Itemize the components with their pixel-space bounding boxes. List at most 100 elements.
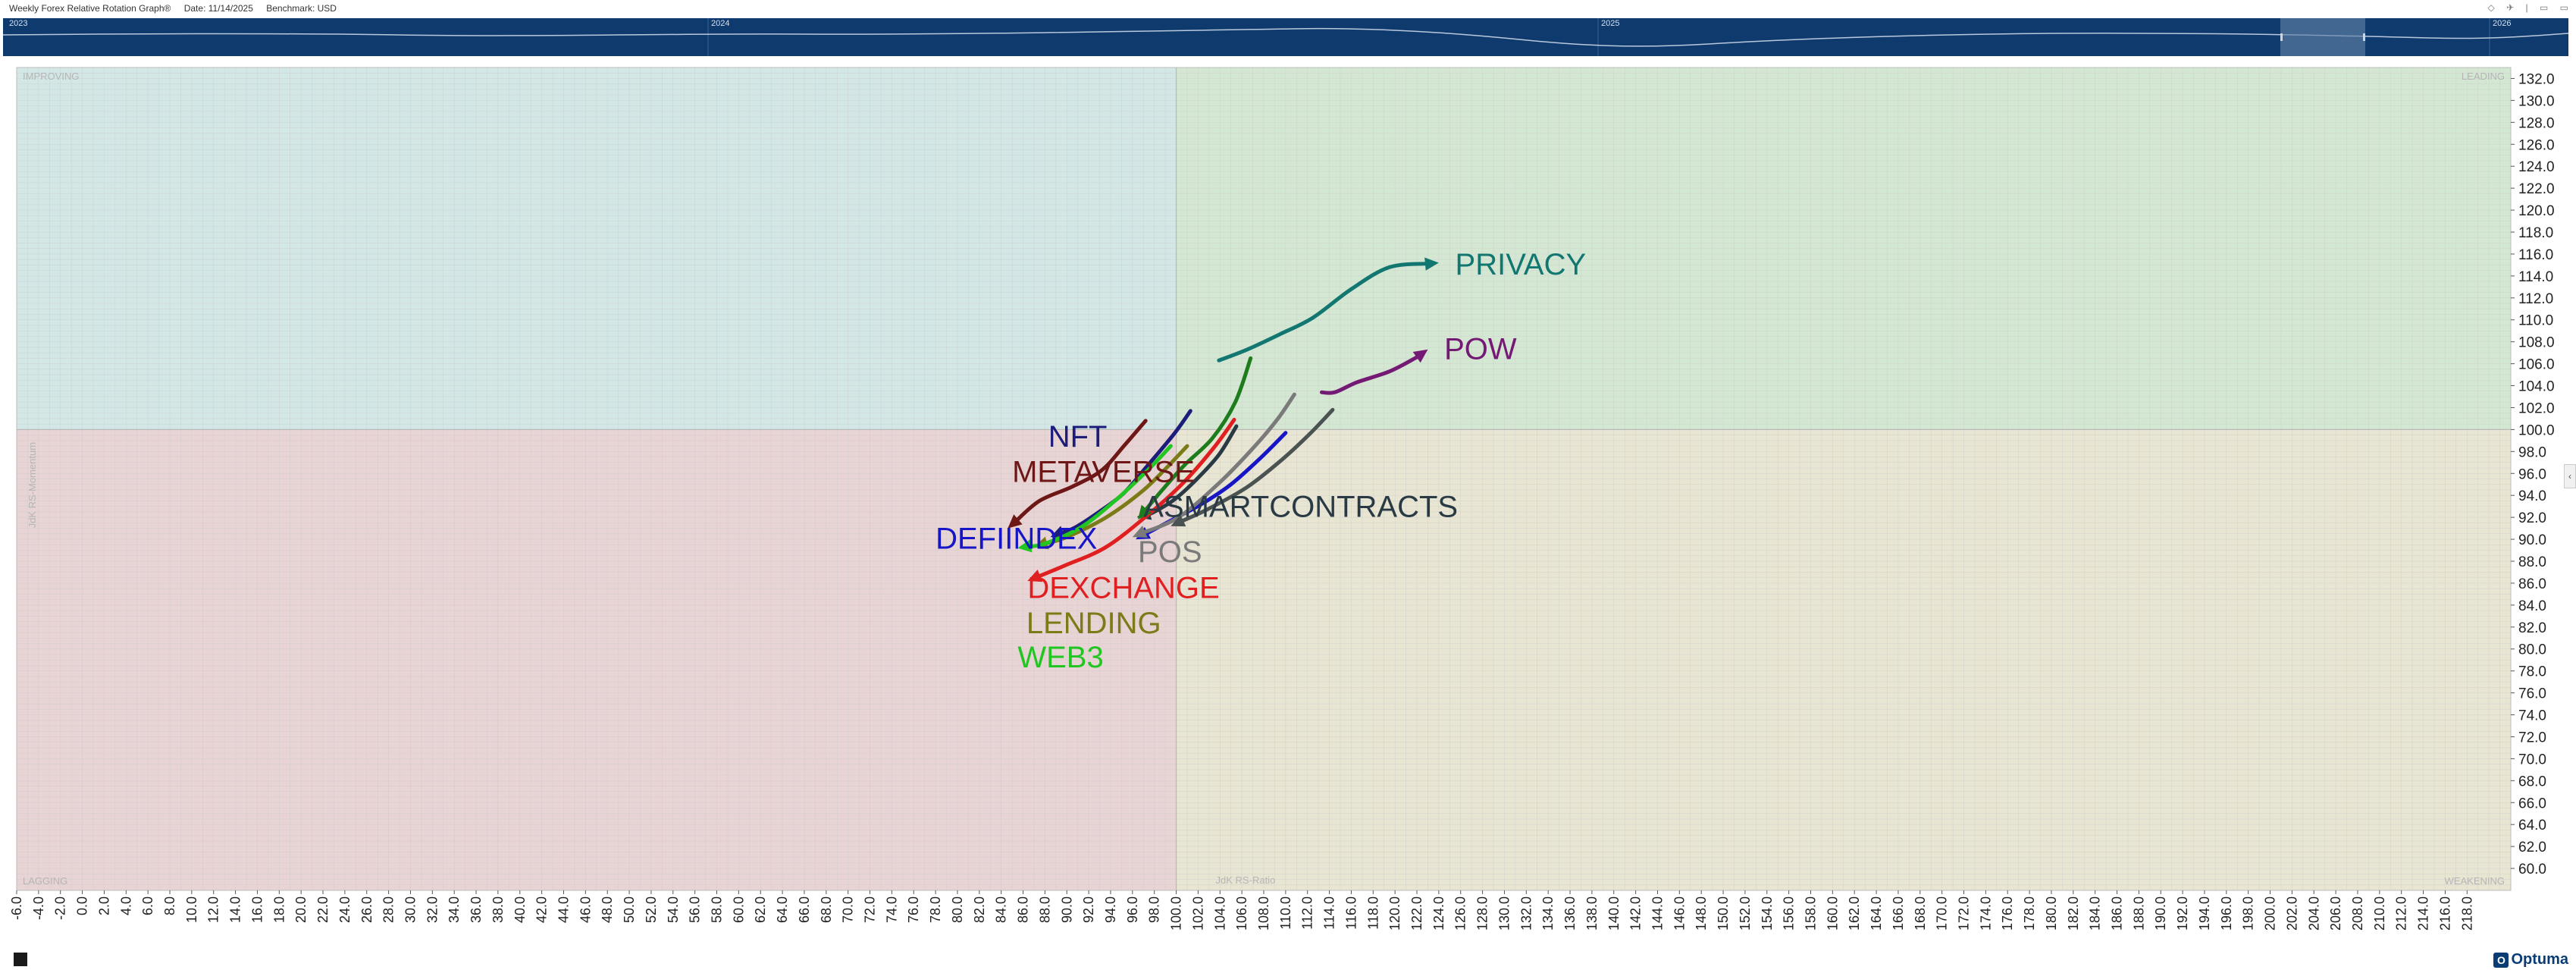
x-tick-label: 188.0 — [2131, 896, 2146, 931]
x-tick-label: 24.0 — [337, 896, 353, 923]
series-label-nft[interactable]: NFT — [1048, 420, 1108, 454]
y-tick-label: 112.0 — [2518, 291, 2553, 307]
y-tick-label: 100.0 — [2518, 422, 2555, 438]
series-tail-unlabeled-10[interactable] — [1142, 356, 1253, 515]
series-label-dexchange[interactable]: DEXCHANGE — [1027, 572, 1219, 605]
x-tick-label: 160.0 — [1825, 896, 1840, 931]
optuma-logo-icon: O — [2493, 952, 2509, 968]
x-tick-label: -4.0 — [31, 896, 46, 920]
series-label-lending[interactable]: LENDING — [1026, 607, 1161, 640]
series-label-pos[interactable]: POS — [1138, 535, 1202, 569]
y-tick-label: 80.0 — [2518, 642, 2546, 658]
y-tick-label: 110.0 — [2518, 313, 2553, 329]
x-tick-label: 102.0 — [1190, 896, 1205, 931]
x-tick-label: 166.0 — [1891, 896, 1906, 931]
series-tail-unlabeled-11[interactable] — [1177, 407, 1335, 525]
x-tick-label: 96.0 — [1125, 896, 1140, 923]
y-tick-label: 122.0 — [2518, 181, 2555, 197]
y-tick-label: 92.0 — [2518, 510, 2546, 526]
x-tick-label: 100.0 — [1169, 896, 1184, 931]
x-tick-label: 18.0 — [271, 896, 287, 923]
series-arrowhead-pos[interactable] — [1132, 526, 1148, 538]
y-tick-label: 62.0 — [2518, 840, 2546, 855]
series-tail-privacy[interactable] — [1217, 262, 1432, 363]
title-bar: Weekly Forex Relative Rotation Graph® Da… — [0, 0, 2576, 17]
y-tick-label: 106.0 — [2518, 357, 2555, 373]
x-tick-label: 126.0 — [1453, 896, 1468, 931]
expand-icon[interactable]: ▭ — [2559, 2, 2568, 13]
series-arrowhead-unlabeled-11[interactable] — [1170, 514, 1186, 527]
series-tail-pos[interactable] — [1139, 392, 1296, 535]
y-tick-label: 86.0 — [2518, 576, 2546, 592]
y-tick-label: 76.0 — [2518, 686, 2546, 702]
x-tick-label: 50.0 — [622, 896, 637, 923]
y-tick-label: 74.0 — [2518, 708, 2546, 724]
timeline-price-line — [3, 27, 2568, 47]
quadrant-label-leading: LEADING — [2462, 71, 2505, 82]
x-tick-label: 78.0 — [928, 896, 943, 923]
x-tick-label: 72.0 — [863, 896, 878, 923]
series-label-metaverse[interactable]: METAVERSE — [1012, 455, 1195, 488]
x-tick-label: 6.0 — [140, 896, 155, 915]
series-arrowhead-dexchange[interactable] — [1027, 570, 1043, 582]
print-icon[interactable]: ▭ — [2539, 2, 2549, 13]
series-label-asmartcontracts[interactable]: ASMARTCONTRACTS — [1143, 491, 1458, 524]
y-tick-label: 60.0 — [2518, 862, 2546, 877]
series-arrowhead-unlabeled-10[interactable] — [1138, 504, 1152, 520]
series-label-pow[interactable]: POW — [1444, 332, 1517, 366]
y-tick-label: 116.0 — [2518, 247, 2553, 263]
y-tick-label: 114.0 — [2518, 269, 2553, 285]
y-tick-label: 66.0 — [2518, 796, 2546, 811]
series-tail-metaverse[interactable] — [1012, 419, 1148, 525]
series-arrowhead-privacy[interactable] — [1424, 257, 1439, 271]
x-tick-label: 182.0 — [2066, 896, 2081, 931]
y-tick-label: 118.0 — [2518, 225, 2553, 241]
x-tick-label: 16.0 — [249, 896, 265, 923]
y-tick-label: 102.0 — [2518, 400, 2555, 416]
diamond-icon[interactable]: ◇ — [2487, 2, 2495, 13]
timeline-window[interactable] — [2280, 18, 2365, 56]
x-tick-label: 28.0 — [381, 896, 396, 923]
x-tick-label: 22.0 — [315, 896, 331, 923]
series-arrowhead-metaverse[interactable] — [1008, 514, 1023, 529]
y-tick-label: 64.0 — [2518, 818, 2546, 833]
series-tail-web3[interactable] — [1024, 444, 1173, 549]
x-tick-label: 90.0 — [1059, 896, 1074, 923]
x-tick-label: 180.0 — [2044, 896, 2059, 931]
x-tick-label: 138.0 — [1584, 896, 1600, 931]
y-tick-label: 84.0 — [2518, 598, 2546, 614]
timeline-handle-right[interactable] — [2363, 33, 2365, 41]
y-tick-label: 98.0 — [2518, 444, 2546, 460]
status-indicator[interactable] — [14, 953, 27, 966]
series-arrowhead-web3[interactable] — [1017, 539, 1033, 553]
x-tick-label: 146.0 — [1672, 896, 1687, 931]
series-label-defiindex[interactable]: DEFIINDEX — [935, 523, 1097, 556]
x-tick-label: 26.0 — [359, 896, 374, 923]
x-tick-label: 206.0 — [2328, 896, 2343, 931]
x-tick-label: 120.0 — [1387, 896, 1402, 931]
x-tick-label: 134.0 — [1540, 896, 1556, 931]
x-tick-label: 158.0 — [1803, 896, 1818, 931]
x-tick-label: 42.0 — [534, 896, 550, 923]
optuma-logo: O Optuma — [2493, 951, 2568, 968]
series-arrowhead-pow[interactable] — [1412, 349, 1428, 363]
x-tick-label: 184.0 — [2088, 896, 2103, 931]
x-tick-label: 8.0 — [162, 896, 177, 915]
x-tick-label: 210.0 — [2372, 896, 2387, 931]
collapse-panel-tab[interactable]: ‹ — [2564, 464, 2576, 488]
x-tick-label: 170.0 — [1935, 896, 1950, 931]
timeline-navigator[interactable]: 2023 2024 2025 2026 — [3, 18, 2568, 56]
timeline-year-2024: 2024 — [711, 19, 729, 28]
x-tick-label: 40.0 — [512, 896, 528, 923]
y-tick-label: 126.0 — [2518, 137, 2555, 153]
timeline-year-2023: 2023 — [9, 19, 27, 28]
date-label: Date: 11/14/2025 — [183, 3, 253, 14]
series-label-web3[interactable]: WEB3 — [1017, 641, 1103, 674]
x-tick-label: 176.0 — [2000, 896, 2015, 931]
x-tick-label: 84.0 — [994, 896, 1009, 923]
timeline-handle-left[interactable] — [2280, 33, 2283, 41]
pin-icon[interactable]: ✈ — [2506, 2, 2515, 13]
series-label-privacy[interactable]: PRIVACY — [1456, 248, 1587, 281]
series-tail-lending[interactable] — [1040, 444, 1189, 547]
x-tick-label: 2.0 — [96, 896, 111, 915]
